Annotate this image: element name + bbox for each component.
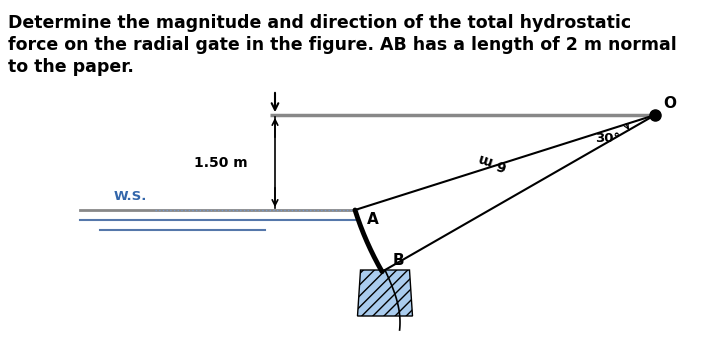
Text: A: A [367, 212, 379, 227]
Text: Determine the magnitude and direction of the total hydrostatic: Determine the magnitude and direction of… [8, 14, 631, 32]
Text: O: O [663, 96, 676, 111]
Polygon shape [358, 270, 413, 316]
Text: to the paper.: to the paper. [8, 58, 134, 76]
Text: B: B [393, 253, 405, 268]
Text: 30°: 30° [595, 132, 620, 145]
Text: W.S.: W.S. [113, 190, 146, 203]
Text: 6 m: 6 m [477, 150, 509, 172]
Text: 1.50 m: 1.50 m [195, 156, 248, 170]
Text: force on the radial gate in the figure. AB has a length of 2 m normal: force on the radial gate in the figure. … [8, 36, 677, 54]
